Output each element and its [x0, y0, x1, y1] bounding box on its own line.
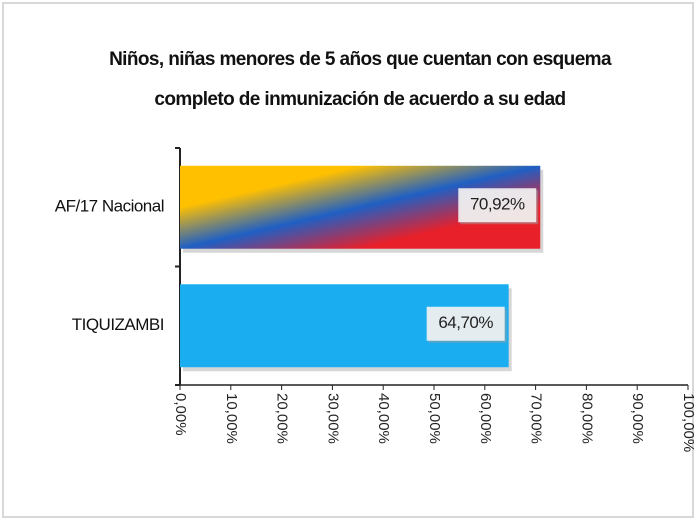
x-tick-label: 30,00%: [324, 393, 341, 444]
x-tick-label: 20,00%: [274, 393, 291, 444]
x-tick-label: 90,00%: [629, 393, 646, 444]
x-tick-label: 40,00%: [375, 393, 392, 444]
x-tick-label: 60,00%: [477, 393, 494, 444]
x-tick-label: 10,00%: [223, 393, 240, 444]
value-label-box: [426, 306, 505, 341]
x-tick-label: 70,00%: [528, 393, 545, 444]
chart-title: Niños, niñas menores de 5 años que cuent…: [109, 49, 612, 70]
category-label: AF/17 Nacional: [55, 197, 164, 216]
category-label: TIQUIZAMBI: [72, 315, 164, 334]
value-label-box: [458, 188, 537, 223]
x-tick-label: 100,00%: [680, 393, 696, 452]
value-label: 64,70%: [438, 313, 493, 332]
x-tick-label: 80,00%: [578, 393, 595, 444]
x-tick-label: 0,00%: [172, 393, 189, 436]
chart-title: completo de inmunización de acuerdo a su…: [154, 89, 565, 110]
value-label: 70,92%: [470, 195, 525, 214]
x-tick-label: 50,00%: [426, 393, 443, 444]
